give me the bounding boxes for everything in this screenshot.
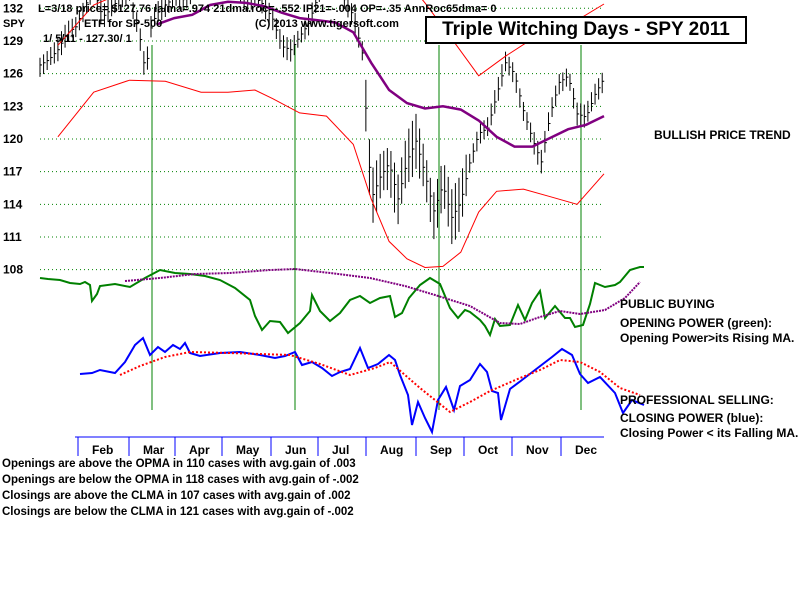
x-axis: Feb Mar Apr May Jun Jul Aug Sep Oct Nov Dec bbox=[75, 436, 604, 457]
month-label: Mar bbox=[143, 443, 165, 457]
stat-line: Closings are below the CLMA in 121 cases… bbox=[2, 506, 354, 518]
y-tick-label: 129 bbox=[3, 34, 23, 48]
chart-subtitle: ETF for SP-500 bbox=[84, 18, 163, 30]
month-label: Jul bbox=[332, 443, 349, 457]
y-tick-label: 114 bbox=[3, 197, 23, 211]
stat-line: Openings are above the OPMA in 110 cases… bbox=[2, 458, 356, 470]
price-bars bbox=[39, 0, 605, 245]
trend-label: BULLISH PRICE TREND bbox=[654, 128, 791, 142]
y-tick-label: 132 bbox=[3, 1, 23, 15]
month-label: May bbox=[236, 443, 260, 457]
month-label: Dec bbox=[575, 443, 597, 457]
y-tick-label: 111 bbox=[3, 230, 22, 244]
opening-power-title: OPENING POWER (green): bbox=[620, 316, 773, 330]
closing-power-title: CLOSING POWER (blue): bbox=[620, 411, 764, 425]
public-buying-label: PUBLIC BUYING bbox=[620, 297, 715, 311]
lower-band-line bbox=[57, 79, 605, 269]
closing-power-desc: Closing Power < its Falling MA. bbox=[620, 426, 799, 440]
stat-line: Openings are below the OPMA in 118 cases… bbox=[2, 474, 359, 486]
opening-power-desc: Opening Power>its Rising MA. bbox=[620, 331, 795, 345]
indicator-lines bbox=[39, 0, 645, 436]
y-tick-label: 126 bbox=[3, 67, 23, 81]
closing-power-line bbox=[79, 336, 645, 436]
closing-power-ma-line bbox=[119, 350, 641, 414]
opening-power-line bbox=[39, 266, 644, 338]
month-label: Apr bbox=[189, 443, 210, 457]
month-label: Aug bbox=[380, 443, 403, 457]
y-tick-label: 117 bbox=[3, 165, 23, 179]
month-label: Jun bbox=[285, 443, 306, 457]
opening-power-ma-line bbox=[124, 267, 641, 326]
date-range: 1/ 5/11 - 127.30/ 1 bbox=[43, 33, 132, 45]
info-line: L=3/18 price= $127.76 la/ma=.974 21dma.r… bbox=[38, 3, 497, 15]
month-label: Feb bbox=[92, 443, 113, 457]
upper-band-line bbox=[57, 0, 605, 77]
y-tick-label: 120 bbox=[3, 132, 23, 146]
y-tick-label: 108 bbox=[3, 263, 23, 277]
professional-selling-label: PROFESSIONAL SELLING: bbox=[620, 393, 774, 407]
month-label: Oct bbox=[478, 443, 498, 457]
y-tick-label: 123 bbox=[3, 99, 23, 113]
month-label: Sep bbox=[430, 443, 452, 457]
symbol-label: SPY bbox=[3, 18, 26, 30]
moving-average-line bbox=[155, 0, 605, 148]
month-label: Nov bbox=[526, 443, 549, 457]
witching-day-lines bbox=[151, 45, 582, 410]
y-tick-labels: 138135132129126123120117114111108 bbox=[3, 1, 23, 277]
copyright: (C) 2013 www.tigersoft.com bbox=[255, 18, 399, 30]
stat-line: Closings are above the CLMA in 107 cases… bbox=[2, 490, 351, 502]
chart-title: Triple Witching Days - SPY 2011 bbox=[425, 16, 747, 44]
